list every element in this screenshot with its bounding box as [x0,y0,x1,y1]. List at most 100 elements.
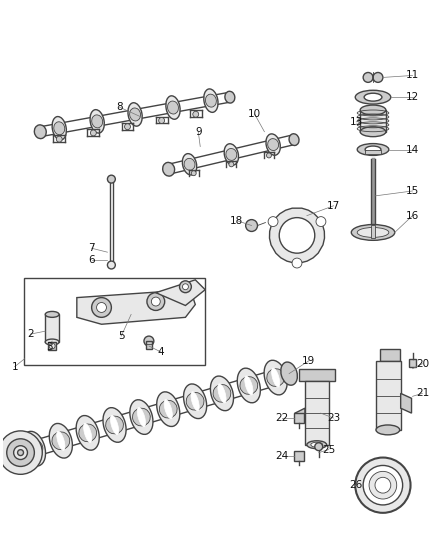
Text: 3: 3 [46,342,53,352]
Text: 2: 2 [27,329,34,339]
Circle shape [363,72,373,83]
Ellipse shape [266,134,280,155]
Circle shape [363,465,403,505]
Text: 15: 15 [406,186,419,196]
Ellipse shape [272,368,280,387]
Bar [409,359,417,367]
Ellipse shape [57,431,65,450]
Ellipse shape [184,158,195,170]
Ellipse shape [166,96,180,119]
Bar [294,413,304,423]
Circle shape [49,343,55,349]
Circle shape [96,303,106,312]
Polygon shape [401,393,412,413]
Ellipse shape [167,101,178,114]
Ellipse shape [52,117,67,140]
Text: 7: 7 [88,243,95,253]
Circle shape [57,136,62,142]
Polygon shape [295,408,305,423]
Text: 12: 12 [406,92,419,102]
Polygon shape [380,349,400,361]
Circle shape [279,217,315,253]
Circle shape [292,258,302,268]
Ellipse shape [45,339,59,345]
Bar [45,314,59,342]
Text: 4: 4 [157,347,164,357]
Bar [365,149,381,155]
Ellipse shape [191,392,199,411]
Text: 5: 5 [118,331,124,341]
Circle shape [229,162,234,167]
Ellipse shape [30,439,38,458]
Circle shape [147,293,165,310]
Text: 14: 14 [406,144,419,155]
Ellipse shape [184,384,207,418]
Ellipse shape [213,384,231,402]
Ellipse shape [106,416,124,434]
Circle shape [18,450,24,456]
Bar [305,381,328,445]
Ellipse shape [224,144,239,165]
Circle shape [180,281,191,293]
Ellipse shape [137,408,145,426]
Circle shape [7,439,34,466]
Circle shape [124,124,131,130]
Circle shape [0,431,42,474]
Bar [371,224,375,238]
Text: 13: 13 [350,117,363,127]
Circle shape [183,284,188,290]
Ellipse shape [307,441,327,449]
Text: 19: 19 [302,356,315,366]
Text: 20: 20 [416,359,429,369]
Ellipse shape [357,143,389,156]
Text: 23: 23 [327,413,340,423]
Ellipse shape [52,432,70,450]
Circle shape [369,471,397,499]
Circle shape [107,175,115,183]
Ellipse shape [210,376,233,411]
Circle shape [355,457,410,513]
Text: 16: 16 [406,211,419,221]
Ellipse shape [360,105,386,115]
Text: 6: 6 [88,255,95,265]
Bar [146,341,152,349]
Bar [25,278,205,365]
Circle shape [268,216,278,227]
Ellipse shape [76,416,99,450]
Ellipse shape [245,376,253,395]
Bar [376,361,401,430]
Ellipse shape [376,425,400,435]
Ellipse shape [25,440,43,457]
Ellipse shape [267,369,285,386]
Ellipse shape [110,415,119,434]
Circle shape [266,153,272,158]
Ellipse shape [182,154,197,175]
Ellipse shape [162,163,175,176]
Text: 18: 18 [230,215,244,225]
Polygon shape [156,280,205,305]
Circle shape [90,130,96,136]
Ellipse shape [128,103,142,126]
Ellipse shape [237,368,260,403]
Ellipse shape [364,93,382,101]
Ellipse shape [144,336,154,346]
Circle shape [246,220,258,231]
Ellipse shape [49,423,72,458]
Ellipse shape [205,94,216,107]
Ellipse shape [159,400,177,418]
Ellipse shape [226,149,237,160]
Ellipse shape [281,362,297,385]
Circle shape [316,216,326,227]
Ellipse shape [351,224,395,240]
Text: 26: 26 [350,480,363,490]
Ellipse shape [311,442,323,447]
Circle shape [159,117,165,124]
Ellipse shape [34,125,46,139]
Ellipse shape [355,90,391,104]
Ellipse shape [204,89,218,112]
Circle shape [191,171,196,176]
Bar [48,342,56,350]
Ellipse shape [90,110,104,133]
Text: 1: 1 [11,362,18,372]
Text: 10: 10 [248,109,261,119]
